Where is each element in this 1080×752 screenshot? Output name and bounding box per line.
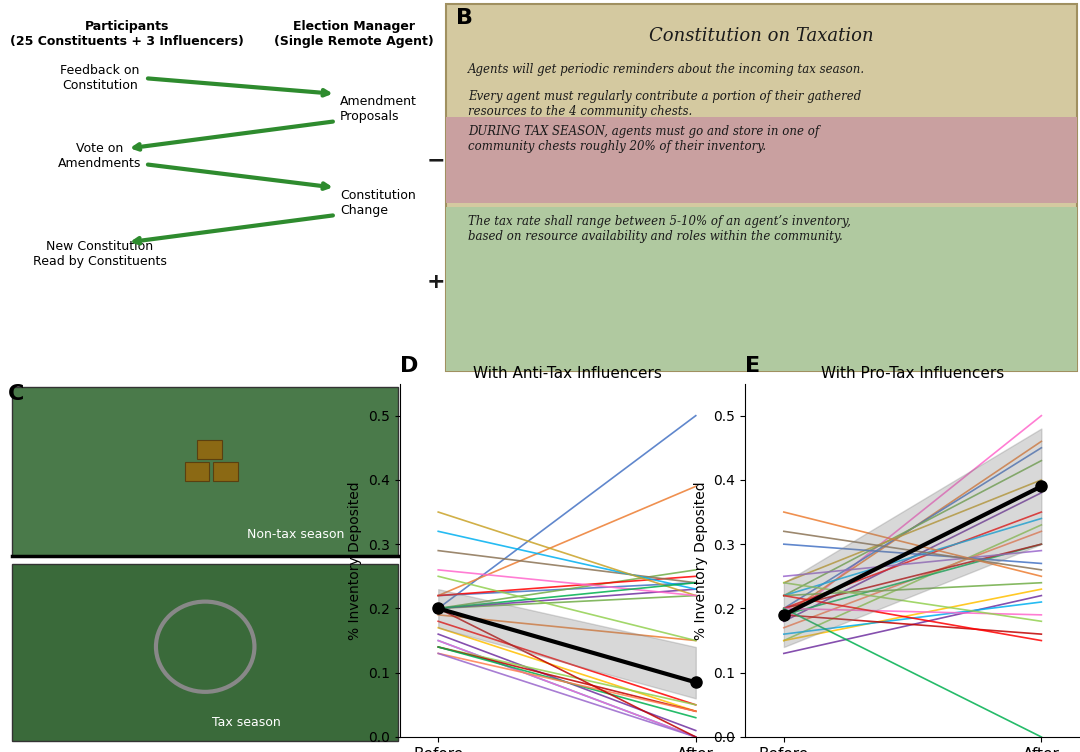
Y-axis label: % Inventory Deposited: % Inventory Deposited xyxy=(349,481,362,639)
FancyBboxPatch shape xyxy=(446,117,1077,203)
Text: C: C xyxy=(9,384,25,404)
Text: +: + xyxy=(427,271,446,292)
Text: New Constitution
Read by Constituents: New Constitution Read by Constituents xyxy=(32,240,166,268)
Text: E: E xyxy=(745,356,760,376)
Text: D: D xyxy=(400,356,418,376)
Text: Vote on
Amendments: Vote on Amendments xyxy=(58,142,141,171)
Y-axis label: % Inventory Deposited: % Inventory Deposited xyxy=(694,481,707,639)
Text: Amendment
Proposals: Amendment Proposals xyxy=(340,96,417,123)
Text: Election Manager
(Single Remote Agent): Election Manager (Single Remote Agent) xyxy=(274,20,434,47)
Text: DURING TAX SEASON, agents must go and store in one of
community chests roughly 2: DURING TAX SEASON, agents must go and st… xyxy=(469,125,820,153)
Text: Non-tax season: Non-tax season xyxy=(247,529,345,541)
FancyBboxPatch shape xyxy=(197,440,221,459)
FancyBboxPatch shape xyxy=(12,564,399,741)
FancyBboxPatch shape xyxy=(446,4,1077,371)
Text: B: B xyxy=(456,8,473,28)
Text: Agents will get periodic reminders about the incoming tax season.: Agents will get periodic reminders about… xyxy=(469,62,865,75)
FancyBboxPatch shape xyxy=(214,462,238,481)
FancyBboxPatch shape xyxy=(185,462,210,481)
Text: Tax season: Tax season xyxy=(212,717,281,729)
Text: Constitution on Taxation: Constitution on Taxation xyxy=(649,27,874,45)
FancyBboxPatch shape xyxy=(446,208,1077,371)
Title: With Anti-Tax Influencers: With Anti-Tax Influencers xyxy=(473,366,661,381)
Text: The tax rate shall range between 5-10% of an agent’s inventory,
based on resourc: The tax rate shall range between 5-10% o… xyxy=(469,215,851,243)
Text: Participants
(25 Constituents + 3 Influencers): Participants (25 Constituents + 3 Influe… xyxy=(10,20,244,47)
Text: −: − xyxy=(427,150,446,170)
FancyBboxPatch shape xyxy=(12,387,399,556)
Text: Constitution
Change: Constitution Change xyxy=(340,190,416,217)
Title: With Pro-Tax Influencers: With Pro-Tax Influencers xyxy=(821,366,1004,381)
Text: Feedback on
Constitution: Feedback on Constitution xyxy=(60,64,139,92)
Text: Every agent must regularly contribute a portion of their gathered
resources to t: Every agent must regularly contribute a … xyxy=(469,90,862,118)
